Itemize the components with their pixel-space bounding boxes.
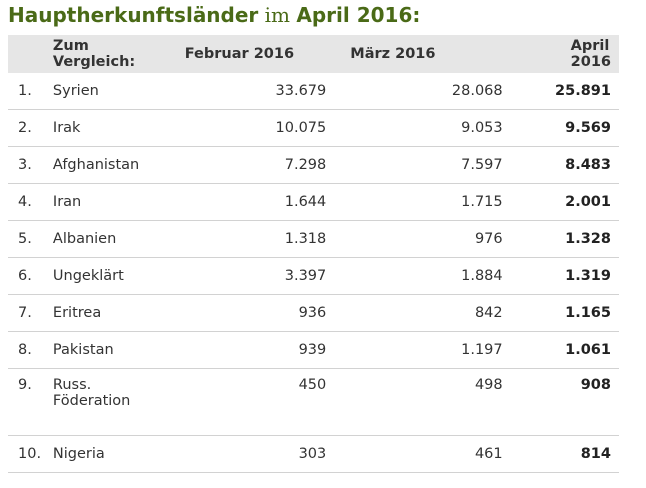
- country-cell: Syrien: [52, 73, 173, 110]
- mar-value-cell: 498: [333, 368, 503, 436]
- apr-value-cell: 1.328: [502, 220, 619, 258]
- apr-value-cell: 9.569: [502, 109, 619, 147]
- country-cell: Iran: [52, 183, 173, 221]
- countries-table: Zum Vergleich: Februar 2016 März 2016 Ap…: [8, 35, 619, 473]
- country-cell: Nigeria: [52, 435, 173, 473]
- feb-value-cell: 450: [172, 368, 334, 436]
- mar-value-cell: 976: [333, 220, 503, 258]
- mar-value-cell: 1.715: [333, 183, 503, 221]
- table-row: 3. Afghanistan 7.298 7.597 8.483: [8, 146, 619, 184]
- apr-value-cell: 25.891: [502, 73, 619, 110]
- feb-value-cell: 1.318: [172, 220, 334, 258]
- table-row: 4. Iran 1.644 1.715 2.001: [8, 183, 619, 221]
- apr-value-cell: 1.165: [502, 294, 619, 332]
- page-title: Hauptherkunftsländer im April 2016:: [8, 3, 420, 27]
- country-cell: Russ. Föderation: [52, 368, 173, 436]
- header-rank: [8, 35, 53, 73]
- table-row: 10. Nigeria 303 461 814: [8, 435, 619, 473]
- country-cell: Afghanistan: [52, 146, 173, 184]
- rank-cell: 8.: [8, 331, 53, 369]
- header-mar: März 2016: [350, 46, 436, 62]
- table-row: 2. Irak 10.075 9.053 9.569: [8, 109, 619, 147]
- country-cell: Eritrea: [52, 294, 173, 332]
- rank-cell: 1.: [8, 73, 53, 110]
- title-part2: im: [264, 3, 291, 27]
- apr-value-cell: 2.001: [502, 183, 619, 221]
- header-feb: Februar 2016: [184, 46, 295, 62]
- feb-value-cell: 1.644: [172, 183, 334, 221]
- rank-cell: 7.: [8, 294, 53, 332]
- country-cell: Albanien: [52, 220, 173, 258]
- rank-cell: 6.: [8, 257, 53, 295]
- mar-value-cell: 7.597: [333, 146, 503, 184]
- rank-cell: 10.: [8, 435, 53, 473]
- country-cell: Ungeklärt: [52, 257, 173, 295]
- mar-value-cell: 1.197: [333, 331, 503, 369]
- table-header-row: Zum Vergleich: Februar 2016 März 2016 Ap…: [8, 35, 619, 73]
- feb-value-cell: 7.298: [172, 146, 334, 184]
- feb-value-cell: 10.075: [172, 109, 334, 147]
- feb-value-cell: 936: [172, 294, 334, 332]
- header-compare-label: Zum Vergleich:: [52, 38, 136, 70]
- apr-value-cell: 814: [502, 435, 619, 473]
- table-row: 5. Albanien 1.318 976 1.328: [8, 220, 619, 258]
- apr-value-cell: 1.061: [502, 331, 619, 369]
- mar-value-cell: 9.053: [333, 109, 503, 147]
- header-apr: April 2016: [570, 38, 611, 70]
- rank-cell: 2.: [8, 109, 53, 147]
- table-row: 1. Syrien 33.679 28.068 25.891: [8, 73, 619, 110]
- feb-value-cell: 3.397: [172, 257, 334, 295]
- table-row: 8. Pakistan 939 1.197 1.061: [8, 331, 619, 369]
- feb-value-cell: 939: [172, 331, 334, 369]
- feb-value-cell: 303: [172, 435, 334, 473]
- rank-cell: 9.: [8, 368, 53, 436]
- table-row: 6. Ungeklärt 3.397 1.884 1.319: [8, 257, 619, 295]
- title-part3: April 2016:: [296, 3, 421, 27]
- mar-value-cell: 28.068: [333, 73, 503, 110]
- apr-value-cell: 908: [502, 368, 619, 436]
- rank-cell: 4.: [8, 183, 53, 221]
- country-cell: Pakistan: [52, 331, 173, 369]
- feb-value-cell: 33.679: [172, 73, 334, 110]
- mar-value-cell: 842: [333, 294, 503, 332]
- table-row: 7. Eritrea 936 842 1.165: [8, 294, 619, 332]
- apr-value-cell: 1.319: [502, 257, 619, 295]
- mar-value-cell: 461: [333, 435, 503, 473]
- table-row: 9. Russ. Föderation 450 498 908: [8, 368, 619, 436]
- mar-value-cell: 1.884: [333, 257, 503, 295]
- title-part1: Hauptherkunftsländer: [8, 3, 259, 27]
- table-body: 1. Syrien 33.679 28.068 25.891 2. Irak 10.075 9.…: [8, 73, 619, 473]
- country-cell: Irak: [52, 109, 173, 147]
- rank-cell: 3.: [8, 146, 53, 184]
- rank-cell: 5.: [8, 220, 53, 258]
- apr-value-cell: 8.483: [502, 146, 619, 184]
